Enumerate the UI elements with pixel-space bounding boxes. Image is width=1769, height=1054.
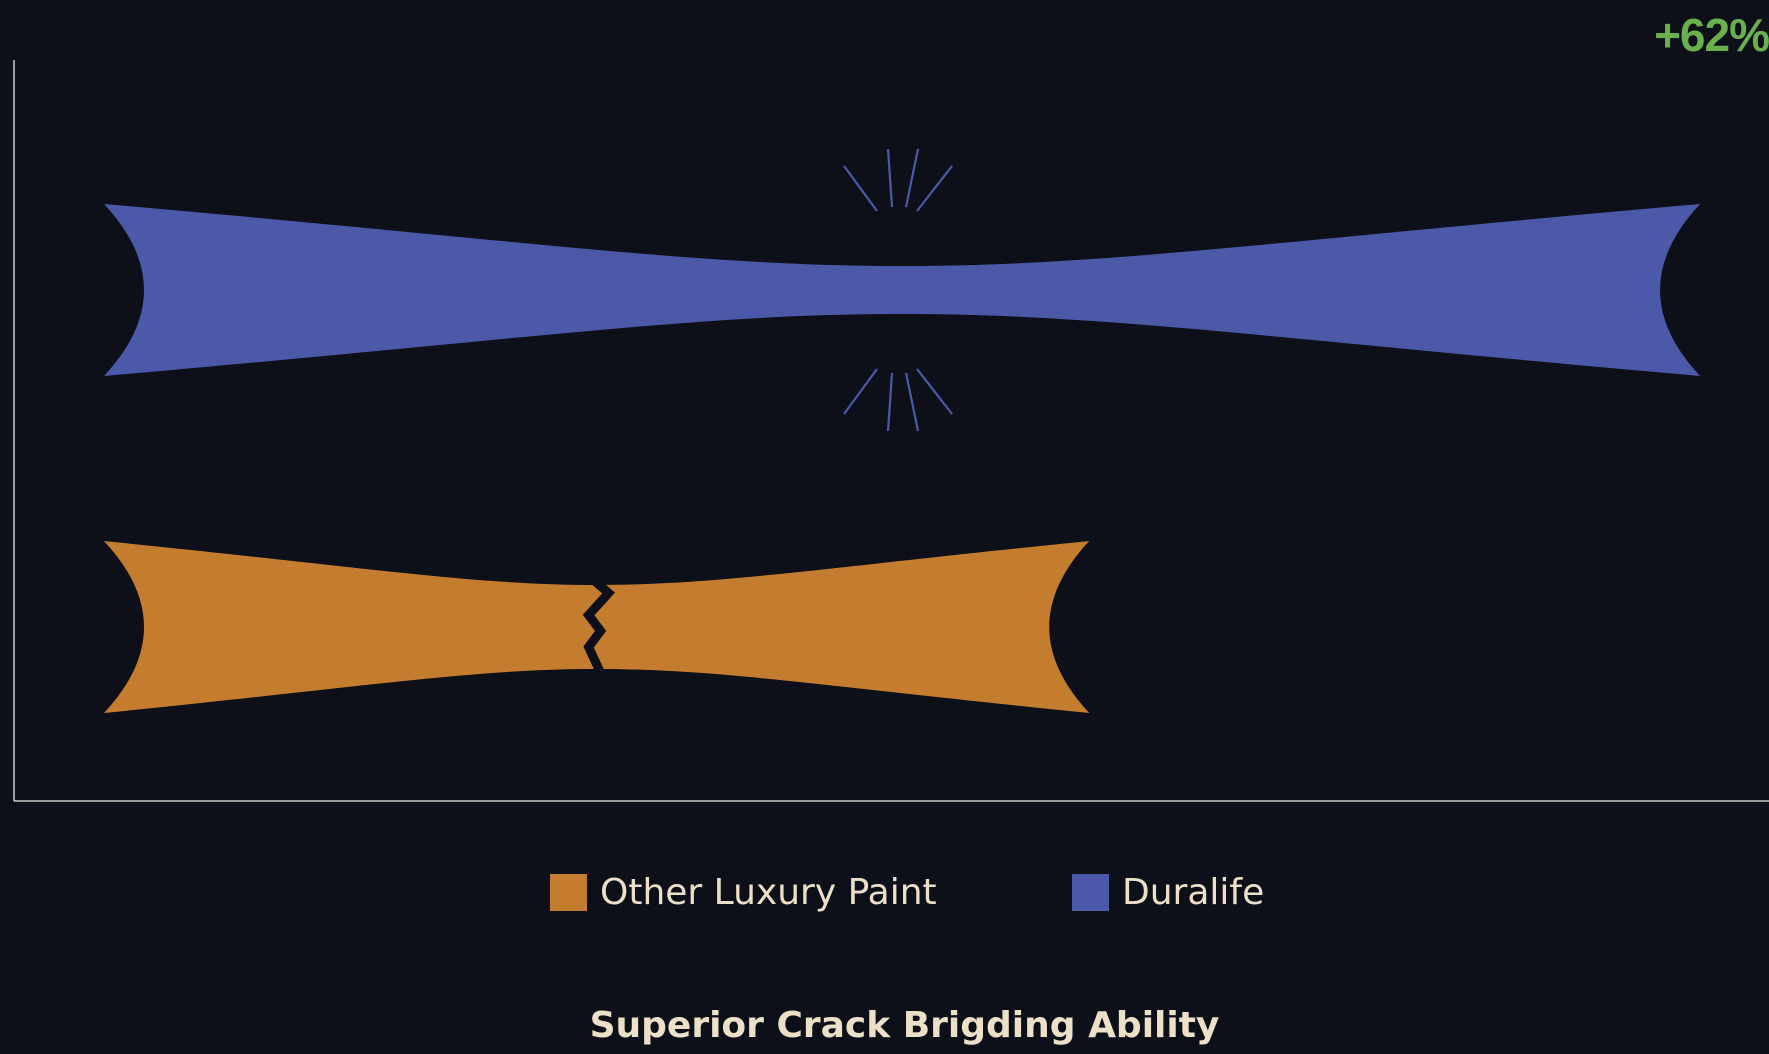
bar-duralife (104, 204, 1701, 376)
legend-item-duralife: Duralife (1072, 862, 1264, 922)
tension-line-top (916, 165, 953, 212)
tension-line-top (904, 148, 920, 208)
crack-mark (582, 577, 616, 675)
tension-line-bottom (904, 372, 920, 432)
legend-label-duralife: Duralife (1122, 871, 1265, 913)
legend-swatch-duralife (1072, 873, 1109, 911)
tension-line-bottom (916, 368, 953, 415)
legend-label-other: Other Luxury Paint (600, 871, 937, 913)
legend-item-other: Other Luxury Paint (550, 862, 937, 922)
tension-line-top (886, 148, 894, 208)
chart-caption: Superior Crack Brigding Ability (589, 1005, 1220, 1046)
tension-line-bottom (886, 372, 894, 432)
tension-line-top (843, 165, 878, 212)
legend-swatch-other (550, 873, 587, 911)
improvement-badge: +62% (1654, 9, 1769, 61)
legend: Other Luxury Paint Duralife (0, 862, 1769, 922)
tension-line-bottom (843, 368, 878, 415)
